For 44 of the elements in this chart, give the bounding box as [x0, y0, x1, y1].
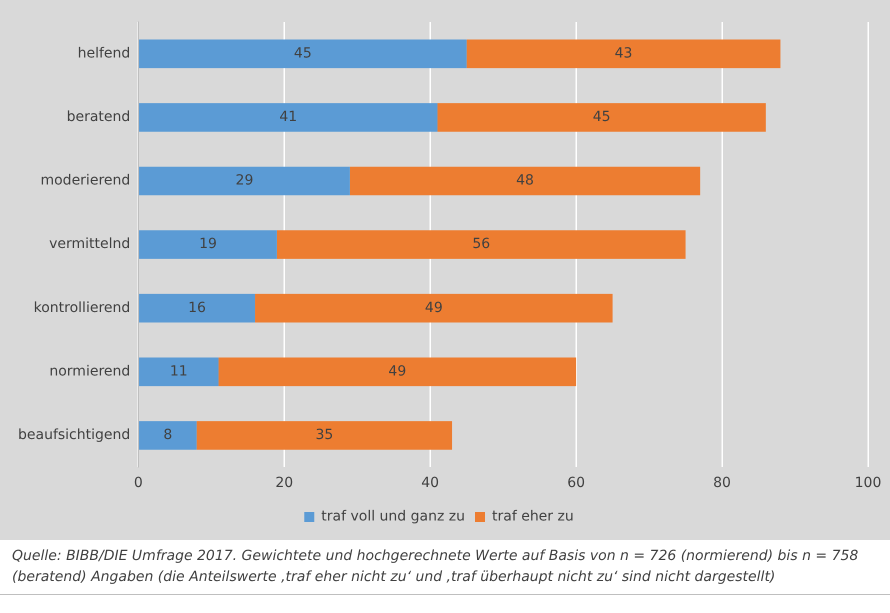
bar	[139, 39, 467, 68]
data-label: 56	[472, 236, 490, 252]
y-tick-label: beaufsichtigend	[18, 427, 130, 444]
bar	[276, 230, 686, 259]
y-tick-label: beratend	[66, 109, 130, 126]
y-tick-label: normierend	[49, 363, 130, 380]
data-label: 29	[236, 172, 254, 189]
data-label: 35	[315, 427, 334, 444]
bar	[196, 421, 452, 450]
x-tick-label: 40	[421, 475, 440, 492]
bar	[218, 357, 576, 386]
bar	[139, 166, 350, 196]
y-tick-label: kontrollierend	[34, 300, 130, 316]
data-label: 49	[424, 300, 443, 316]
legend-label: traf eher zu	[492, 508, 574, 525]
y-tick-label: moderierend	[40, 172, 130, 189]
data-label: 48	[516, 172, 534, 189]
y-tick-label: vermittelnd	[49, 236, 130, 252]
data-label: 8	[163, 427, 172, 444]
x-tick-label: 60	[567, 475, 586, 492]
data-label: 45	[294, 45, 312, 62]
x-tick-label: 100	[854, 475, 882, 492]
legend-label: traf voll und ganz zu	[321, 508, 466, 525]
data-label: 19	[199, 236, 217, 252]
bar	[139, 357, 219, 386]
x-tick-label: 0	[134, 475, 143, 492]
source-note: Quelle: BIBB/DIE Umfrage 2017. Gewichtete und hochgerechnete Werte auf Basis von n = 726 (normierend) bis n = 758 (beratend) Angaben (die Anteilswerte ‚traf eher nicht zu‘ und ‚traf überhaupt nicht zu‘ sind nicht dargestellt)	[0, 540, 890, 595]
data-label: 41	[279, 109, 298, 126]
data-label: 45	[592, 109, 611, 126]
bar	[139, 230, 277, 259]
bar	[139, 294, 256, 323]
bar	[139, 103, 438, 132]
x-tick-label: 80	[713, 475, 731, 492]
bar	[255, 294, 613, 323]
data-label: 43	[614, 45, 632, 62]
x-tick-label: 20	[275, 475, 294, 492]
data-label: 49	[388, 363, 406, 380]
bar	[437, 103, 766, 132]
bar	[350, 166, 700, 196]
bar	[139, 421, 197, 450]
y-tick-label: helfend	[78, 45, 130, 62]
data-label: 11	[170, 363, 188, 380]
data-label: 16	[188, 300, 206, 316]
bar	[466, 39, 780, 68]
